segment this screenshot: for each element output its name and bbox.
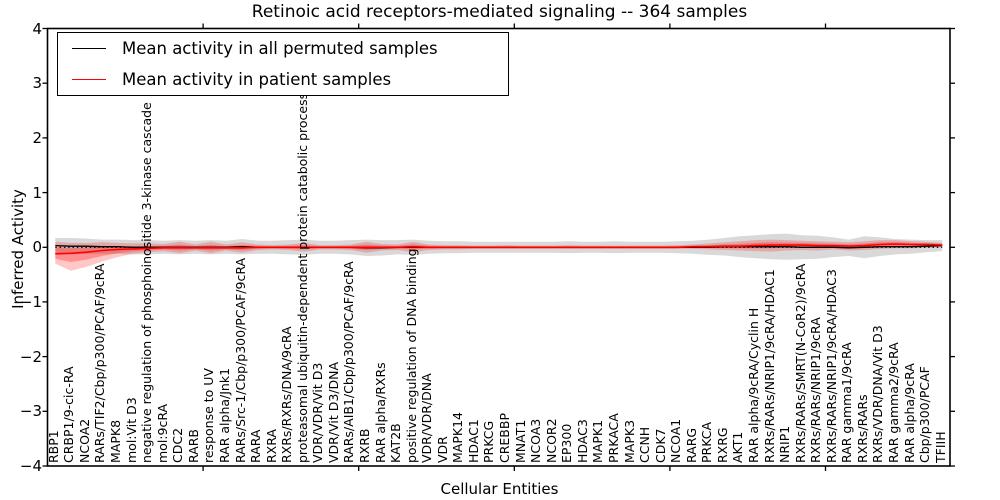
x-tick-label: CDK7 — [652, 428, 668, 463]
x-tick-label: negative regulation of phosphoinositide … — [139, 102, 155, 463]
legend-label-permuted: Mean activity in all permuted samples — [122, 39, 438, 58]
x-tick-label: RXRB — [356, 428, 372, 463]
x-tick-label: RXRs/RARs/SMRT(N-CoR2)/9cRA — [792, 263, 808, 463]
x-tick-label: RAR alpha/9cRA — [901, 363, 917, 463]
x-tick-label: MNAT1 — [512, 419, 528, 463]
x-tick-label: NRIP1 — [777, 425, 793, 463]
x-tick-label: HDAC3 — [574, 419, 590, 463]
x-tick-label: NCOA3 — [528, 418, 544, 463]
y-tick-label: 3 — [32, 74, 42, 93]
permuted-line-swatch-icon — [72, 48, 106, 49]
y-tick-label: 0 — [32, 238, 42, 257]
x-tick-label: positive regulation of DNA binding — [403, 248, 419, 463]
chart-title: Retinoic acid receptors-mediated signali… — [251, 2, 748, 22]
x-tick-label: VDR/Vit D3/DNA — [325, 361, 341, 463]
y-tick-label: −1 — [19, 292, 42, 311]
x-tick-label: RAR alpha/RXRs — [372, 362, 388, 463]
x-tick-label: CCNH — [637, 426, 653, 463]
x-tick-label: EP300 — [559, 423, 575, 463]
x-tick-label: RAR gamma1/9cRA — [839, 342, 855, 463]
x-tick-label: KAT2B — [388, 423, 404, 463]
x-tick-label: RARB — [185, 429, 201, 463]
x-tick-label: RARA — [248, 429, 264, 463]
x-tick-label: TFIIH — [932, 431, 948, 463]
x-tick-label: RAR alpha/Jnk1 — [216, 367, 232, 463]
x-tick-label: NCOR2 — [543, 418, 559, 463]
y-tick-label: −3 — [19, 402, 42, 421]
y-tick-label: −2 — [19, 347, 42, 366]
x-tick-label: proteasomal ubiquitin-dependent protein … — [294, 92, 310, 463]
legend-item-patient: Mean activity in patient samples — [58, 64, 508, 95]
x-tick-label: RXRs/RARs/NRIP1/9cRA/HDAC1 — [761, 269, 777, 463]
x-tick-label: RXRs/RARs/NRIP1/9cRA/HDAC3 — [823, 269, 839, 463]
x-tick-label: MAPK14 — [450, 412, 466, 463]
x-tick-label: RXRs/VDR/DNA/Vit D3 — [870, 325, 886, 463]
legend-label-patient: Mean activity in patient samples — [122, 70, 392, 89]
y-tick-label: 4 — [32, 19, 42, 38]
x-tick-label: mol:Vit D3 — [123, 397, 139, 463]
y-tick-label: 1 — [32, 183, 42, 202]
x-tick-label: CREBBP — [497, 413, 513, 463]
x-tick-label: PRKCA — [699, 421, 715, 463]
x-tick-label: RXRs/RARs — [854, 394, 870, 463]
x-tick-label: CRBP1/9-cic-RA — [61, 366, 77, 463]
mean-line-patient — [55, 243, 943, 255]
x-tick-label: PRKACA — [605, 413, 621, 463]
x-tick-label: VDR/VDR/Vit D3 — [310, 362, 326, 463]
x-tick-label: RXRG — [714, 427, 730, 463]
x-tick-label: CDC2 — [170, 427, 186, 463]
x-tick-label: RARG — [683, 427, 699, 463]
x-tick-label: MAPK3 — [621, 419, 637, 463]
x-tick-label: PRKCG — [481, 420, 497, 463]
x-tick-label: RAR gamma2/9cRA — [886, 342, 902, 463]
x-tick-label: mol:9cRA — [154, 403, 170, 463]
y-tick-label: 2 — [32, 128, 42, 147]
x-tick-label: MAPK8 — [108, 419, 124, 463]
x-tick-label: NCOA1 — [668, 418, 684, 463]
x-tick-label: RXRs/RARs/NRIP1/9cRA — [808, 317, 824, 463]
x-tick-label: RARs/TIF2/Cbp/p300/PCAF/9cRA — [92, 263, 108, 463]
patient-line-swatch-icon — [72, 79, 106, 80]
x-tick-label: HDAC1 — [465, 419, 481, 463]
legend-item-permuted: Mean activity in all permuted samples — [58, 33, 508, 64]
x-axis-label: Cellular Entities — [440, 480, 559, 498]
x-tick-label: RARs/AIB1/Cbp/p300/PCAF/9cRA — [341, 261, 357, 463]
x-tick-label: AKT1 — [730, 431, 746, 463]
x-tick-label: Cbp/p300/PCAF — [917, 366, 933, 463]
x-tick-label: RXRA — [263, 429, 279, 463]
x-tick-label: VDR — [434, 436, 450, 463]
x-tick-label: NCOA2 — [76, 418, 92, 463]
y-tick-label: −4 — [19, 457, 42, 475]
x-tick-label: MAPK1 — [590, 419, 606, 463]
x-tick-label: RAR alpha/9cRA/Cyclin H — [745, 307, 761, 463]
legend: Mean activity in all permuted samples Me… — [57, 32, 509, 96]
x-tick-label: response to UV — [201, 368, 217, 463]
x-tick-label: RBP1 — [45, 430, 61, 463]
x-tick-label: RARs/Src-1/Cbp/p300/PCAF/9cRA — [232, 257, 248, 463]
x-tick-label: VDR/VDR/DNA — [419, 373, 435, 463]
x-tick-label: RXRs/RXRs/DNA/9cRA — [279, 326, 295, 463]
